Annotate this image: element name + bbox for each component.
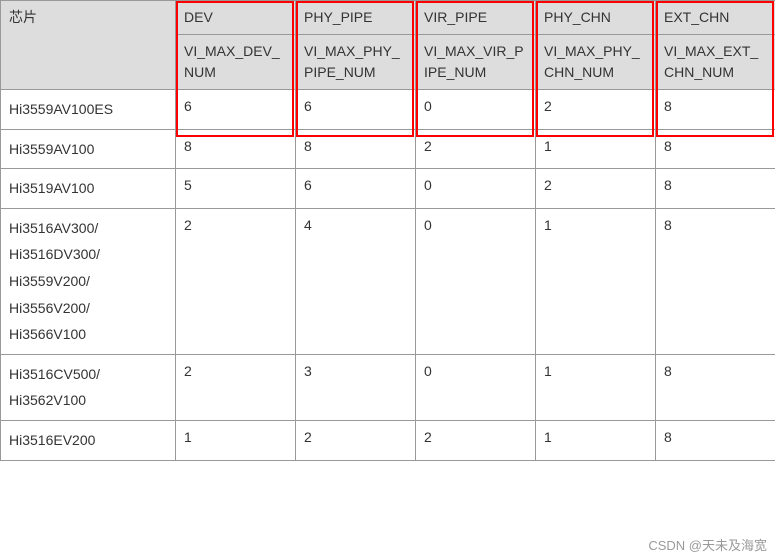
- cell-value: 8: [296, 129, 416, 169]
- cell-value: 8: [656, 129, 775, 169]
- chip-spec-table: 芯片 DEV PHY_PIPE VIR_PIPE PHY_CHN EXT_CHN…: [0, 0, 775, 461]
- cell-chip: Hi3519AV100: [1, 169, 176, 209]
- table-row: Hi3516EV20012218: [1, 420, 775, 460]
- header-chip: 芯片: [1, 1, 176, 90]
- cell-value: 2: [416, 420, 536, 460]
- cell-value: 8: [656, 420, 775, 460]
- cell-value: 0: [416, 354, 536, 420]
- header-vi-max-phy-chn: VI_MAX_PHY_CHN_NUM: [536, 35, 656, 90]
- cell-value: 8: [656, 90, 775, 130]
- header-vi-max-ext-chn: VI_MAX_EXT_CHN_NUM: [656, 35, 775, 90]
- header-vi-max-phy-pipe: VI_MAX_PHY_PIPE_NUM: [296, 35, 416, 90]
- cell-value: 6: [176, 90, 296, 130]
- table-row: Hi3516AV300/Hi3516DV300/Hi3559V200/Hi355…: [1, 208, 775, 354]
- cell-value: 2: [176, 354, 296, 420]
- cell-value: 2: [536, 90, 656, 130]
- cell-chip: Hi3516CV500/Hi3562V100: [1, 354, 176, 420]
- table-row: Hi3559AV10088218: [1, 129, 775, 169]
- cell-value: 2: [176, 208, 296, 354]
- cell-value: 8: [656, 208, 775, 354]
- cell-value: 2: [296, 420, 416, 460]
- header-ext-chn: EXT_CHN: [656, 1, 775, 35]
- cell-value: 2: [536, 169, 656, 209]
- header-phy-chn: PHY_CHN: [536, 1, 656, 35]
- cell-value: 0: [416, 208, 536, 354]
- cell-value: 0: [416, 169, 536, 209]
- cell-value: 0: [416, 90, 536, 130]
- header-phy-pipe: PHY_PIPE: [296, 1, 416, 35]
- cell-value: 6: [296, 169, 416, 209]
- cell-value: 6: [296, 90, 416, 130]
- cell-chip: Hi3516AV300/Hi3516DV300/Hi3559V200/Hi355…: [1, 208, 176, 354]
- header-vir-pipe: VIR_PIPE: [416, 1, 536, 35]
- header-vi-max-dev: VI_MAX_DEV_NUM: [176, 35, 296, 90]
- table-row: Hi3559AV100ES66028: [1, 90, 775, 130]
- header-dev: DEV: [176, 1, 296, 35]
- cell-value: 1: [536, 420, 656, 460]
- cell-value: 5: [176, 169, 296, 209]
- cell-value: 1: [536, 129, 656, 169]
- cell-value: 1: [176, 420, 296, 460]
- cell-value: 1: [536, 354, 656, 420]
- cell-value: 3: [296, 354, 416, 420]
- cell-chip: Hi3516EV200: [1, 420, 176, 460]
- cell-value: 1: [536, 208, 656, 354]
- watermark: CSDN @天未及海宽: [648, 535, 767, 554]
- cell-value: 2: [416, 129, 536, 169]
- cell-chip: Hi3559AV100ES: [1, 90, 176, 130]
- table-row: Hi3516CV500/Hi3562V10023018: [1, 354, 775, 420]
- table-row: Hi3519AV10056028: [1, 169, 775, 209]
- cell-value: 8: [656, 354, 775, 420]
- cell-value: 8: [176, 129, 296, 169]
- table-body: Hi3559AV100ES66028Hi3559AV10088218Hi3519…: [1, 90, 775, 461]
- cell-chip: Hi3559AV100: [1, 129, 176, 169]
- cell-value: 8: [656, 169, 775, 209]
- cell-value: 4: [296, 208, 416, 354]
- header-vi-max-vir-pipe: VI_MAX_VIR_PIPE_NUM: [416, 35, 536, 90]
